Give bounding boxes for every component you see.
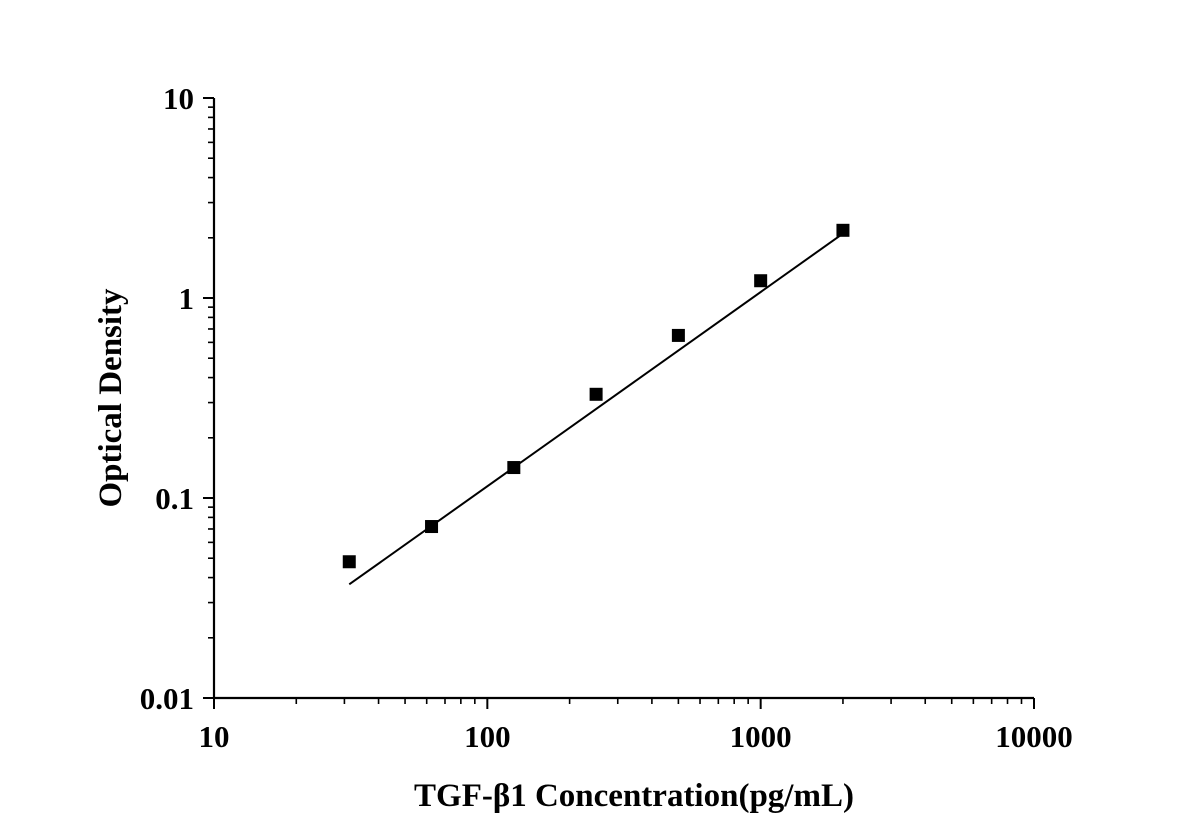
axes: 10 100 1000 10000 0.01 0.1 1 10 xyxy=(140,81,1073,754)
x-tick-label: 1000 xyxy=(730,719,792,754)
x-tick-label: 10 xyxy=(199,719,230,754)
y-tick-label: 0.1 xyxy=(155,481,194,516)
y-tick-label: 1 xyxy=(179,281,195,316)
data-point xyxy=(754,274,768,288)
x-tick-label: 100 xyxy=(464,719,511,754)
x-axis-title: TGF-β1 Concentration(pg/mL) xyxy=(414,778,854,814)
data-point xyxy=(342,555,356,569)
y-tick-label: 0.01 xyxy=(140,681,194,716)
fit-line xyxy=(348,232,844,586)
y-ticks: 0.01 0.1 1 10 xyxy=(140,81,214,716)
data-point xyxy=(589,387,603,401)
x-ticks: 10 100 1000 10000 xyxy=(199,698,1073,754)
y-tick-label: 10 xyxy=(163,81,194,116)
data-point xyxy=(836,223,850,237)
data-points xyxy=(342,223,850,569)
data-point xyxy=(425,520,439,534)
data-point xyxy=(671,328,685,342)
data-point xyxy=(507,461,521,475)
y-axis-title: Optical Density xyxy=(93,288,129,508)
x-tick-label: 10000 xyxy=(995,719,1073,754)
fit-line-group xyxy=(348,232,844,586)
